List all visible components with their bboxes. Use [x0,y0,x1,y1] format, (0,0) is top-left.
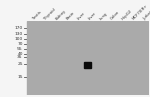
Bar [93,21,103,95]
Text: Liver: Liver [76,11,86,21]
Bar [104,21,114,95]
Bar [116,21,125,95]
Text: Brain: Brain [65,11,75,21]
Text: Liver: Liver [87,11,97,21]
Text: 170: 170 [15,26,23,30]
Text: 100: 100 [15,37,23,41]
Text: 55: 55 [17,47,23,51]
Text: 40: 40 [17,52,23,56]
Bar [38,21,48,95]
Text: 130: 130 [15,32,23,36]
Text: Testis: Testis [32,10,43,21]
Text: Kidney: Kidney [54,8,66,21]
Text: Colon: Colon [109,10,120,21]
Bar [71,21,81,95]
Text: Lung: Lung [98,11,108,21]
Text: Jurkat: Jurkat [142,10,150,21]
Text: 35: 35 [17,55,23,59]
Text: Thyroid: Thyroid [43,7,57,21]
Bar [82,21,92,95]
Bar [138,21,147,95]
Bar [27,21,37,95]
Text: 25: 25 [17,62,23,66]
Text: MCF7/ER+: MCF7/ER+ [131,3,149,21]
Text: 70: 70 [17,42,23,46]
Text: HepG2: HepG2 [120,8,133,21]
Bar [126,21,136,95]
Bar [60,21,70,95]
Bar [84,62,91,68]
Text: 15: 15 [17,75,23,79]
Bar [49,21,59,95]
